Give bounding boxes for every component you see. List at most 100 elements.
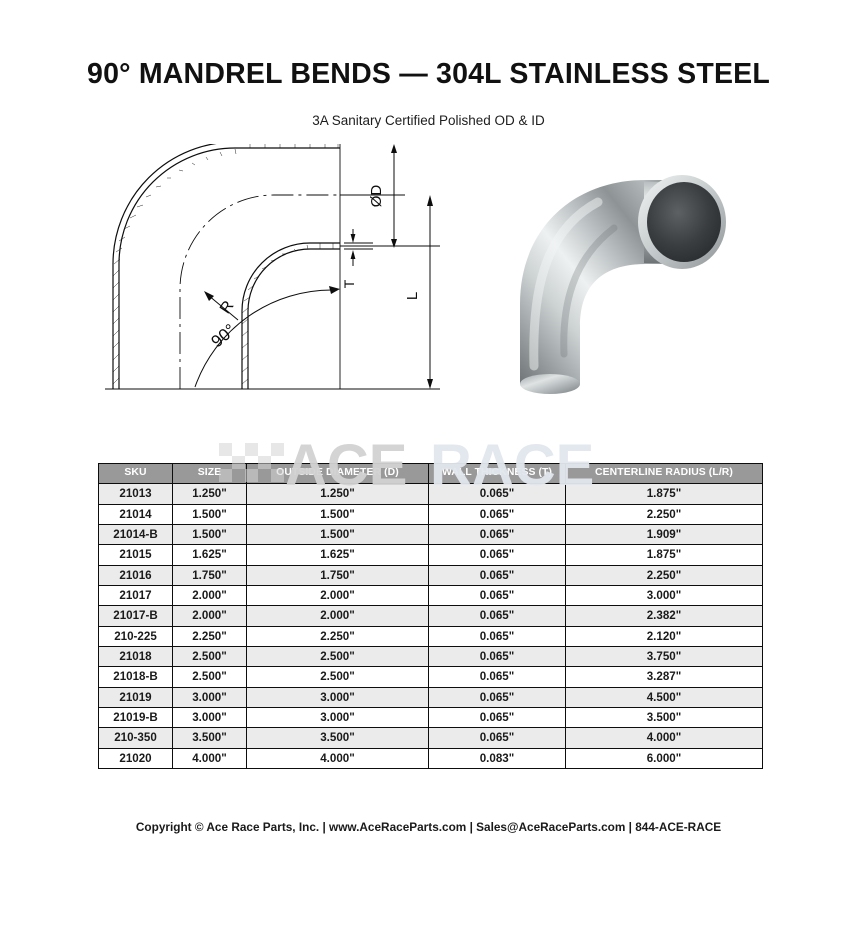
cell-centerline-radius: 1.875" [565,483,763,505]
specifications-table-container: SKU SIZE OUTSIDE DIAMETER (D) WALL THICK… [98,462,763,770]
column-header-outside-diameter: OUTSIDE DIAMETER (D) [246,462,429,485]
cell-centerline-radius: 2.382" [565,605,763,627]
cell-sku: 210-225 [98,625,173,648]
technical-drawing: ØD L T R 90° [105,144,440,390]
centerline-arc [179,194,340,389]
cell-wall-thickness: 0.065" [428,564,566,587]
cell-wall-thickness: 0.065" [428,646,566,668]
cell-wall-thickness: 0.065" [428,585,566,607]
table-row: 210-225 2.250" 2.250" 0.065" 2.120" [98,625,763,648]
cell-centerline-radius: 2.250" [565,564,763,587]
cell-centerline-radius: 3.287" [565,666,763,688]
cell-sku: 21014-B [98,524,173,546]
cell-centerline-radius: 4.500" [565,686,763,709]
cell-sku: 21017 [98,585,173,607]
cell-sku: 21014 [98,503,173,526]
column-header-sku: SKU [98,462,173,485]
cell-centerline-radius: 4.000" [565,727,763,749]
column-header-centerline-radius: CENTERLINE RADIUS (L/R) [565,462,763,485]
polish-shadow [560,224,618,358]
cell-outside-diameter: 2.000" [246,585,429,607]
section-hatching [112,144,339,385]
cell-sku: 21016 [98,564,173,587]
cell-outside-diameter: 2.250" [246,625,429,648]
table-row: 21014-B 1.500" 1.500" 0.065" 1.909" [98,524,763,546]
cell-wall-thickness: 0.065" [428,503,566,526]
column-header-wall-thickness: WALL THICKNESS (T) [428,462,566,485]
table-row: 21017-B 2.000" 2.000" 0.065" 2.382" [98,605,763,627]
length-dimension [427,195,433,389]
cell-centerline-radius: 1.875" [565,544,763,566]
cell-centerline-radius: 6.000" [565,747,763,770]
cell-wall-thickness: 0.065" [428,666,566,688]
table-row: 21016 1.750" 1.750" 0.065" 2.250" [98,564,763,587]
table-row: 21014 1.500" 1.500" 0.065" 2.250" [98,503,763,526]
cell-sku: 21020 [98,747,173,770]
cell-size: 1.625" [172,544,247,566]
table-row: 21018-B 2.500" 2.500" 0.065" 3.287" [98,666,763,688]
cell-centerline-radius: 2.120" [565,625,763,648]
cell-outside-diameter: 1.500" [246,503,429,526]
cell-sku: 21013 [98,483,173,505]
cell-wall-thickness: 0.083" [428,747,566,770]
cell-size: 2.500" [172,666,247,688]
figure-band: ØD L T R 90° [0,144,857,498]
cell-outside-diameter: 3.000" [246,707,429,729]
cell-outside-diameter: 1.250" [246,483,429,505]
cell-centerline-radius: 1.909" [565,524,763,546]
elbow-bottom-end [520,374,580,394]
cell-centerline-radius: 2.250" [565,503,763,526]
footer: Copyright © Ace Race Parts, Inc. | www.A… [135,820,722,834]
table-row: 21015 1.625" 1.625" 0.065" 1.875" [98,544,763,566]
cell-size: 2.000" [172,585,247,607]
radius-label: R [217,298,238,317]
cell-outside-diameter: 2.500" [246,646,429,668]
table-row: 210-350 3.500" 3.500" 0.065" 4.000" [98,727,763,749]
cell-size: 2.500" [172,646,247,668]
cell-wall-thickness: 0.065" [428,544,566,566]
cell-wall-thickness: 0.065" [428,727,566,749]
length-label: L [404,292,421,300]
angle-dimension [194,286,340,388]
cell-outside-diameter: 1.625" [246,544,429,566]
thickness-dimension [344,229,373,266]
cell-outside-diameter: 2.500" [246,666,429,688]
cell-size: 3.000" [172,707,247,729]
table-header-row: SKU SIZE OUTSIDE DIAMETER (D) WALL THICK… [98,462,763,485]
angle-label: 90° [208,320,240,351]
polish-highlight [529,197,603,371]
elbow-bore [647,182,721,262]
table-row: 21020 4.000" 4.000" 0.083" 6.000" [98,747,763,770]
table-row: 21019-B 3.000" 3.000" 0.065" 3.500" [98,707,763,729]
cell-sku: 210-350 [98,727,173,749]
cell-size: 3.000" [172,686,247,709]
cell-centerline-radius: 3.000" [565,585,763,607]
cell-size: 1.500" [172,503,247,526]
cell-wall-thickness: 0.065" [428,686,566,709]
cell-size: 1.750" [172,564,247,587]
cell-size: 1.500" [172,524,247,546]
cell-centerline-radius: 3.500" [565,707,763,729]
radius-dimension [204,291,239,321]
cell-size: 3.500" [172,727,247,749]
column-header-size: SIZE [172,462,247,485]
cell-sku: 21015 [98,544,173,566]
cell-wall-thickness: 0.065" [428,524,566,546]
cell-wall-thickness: 0.065" [428,625,566,648]
thickness-label: T [341,279,357,288]
page-header: 90° MANDREL BENDS — 304L STAINLESS STEEL… [0,0,857,128]
cell-sku: 21018 [98,646,173,668]
cell-size: 2.000" [172,605,247,627]
cell-outside-diameter: 4.000" [246,747,429,770]
cell-size: 4.000" [172,747,247,770]
cell-sku: 21017-B [98,605,173,627]
table-body: 21013 1.250" 1.250" 0.065" 1.875" 21014 1.500"… [98,483,763,770]
product-photo [520,175,726,394]
page-subtitle: 3A Sanitary Certified Polished OD & ID [312,113,545,128]
table-row: 21018 2.500" 2.500" 0.065" 3.750" [98,646,763,668]
diameter-dimension [391,144,397,248]
diameter-label: ØD [368,185,385,208]
table-row: 21017 2.000" 2.000" 0.065" 3.000" [98,585,763,607]
cell-size: 2.250" [172,625,247,648]
cell-outside-diameter: 1.500" [246,524,429,546]
